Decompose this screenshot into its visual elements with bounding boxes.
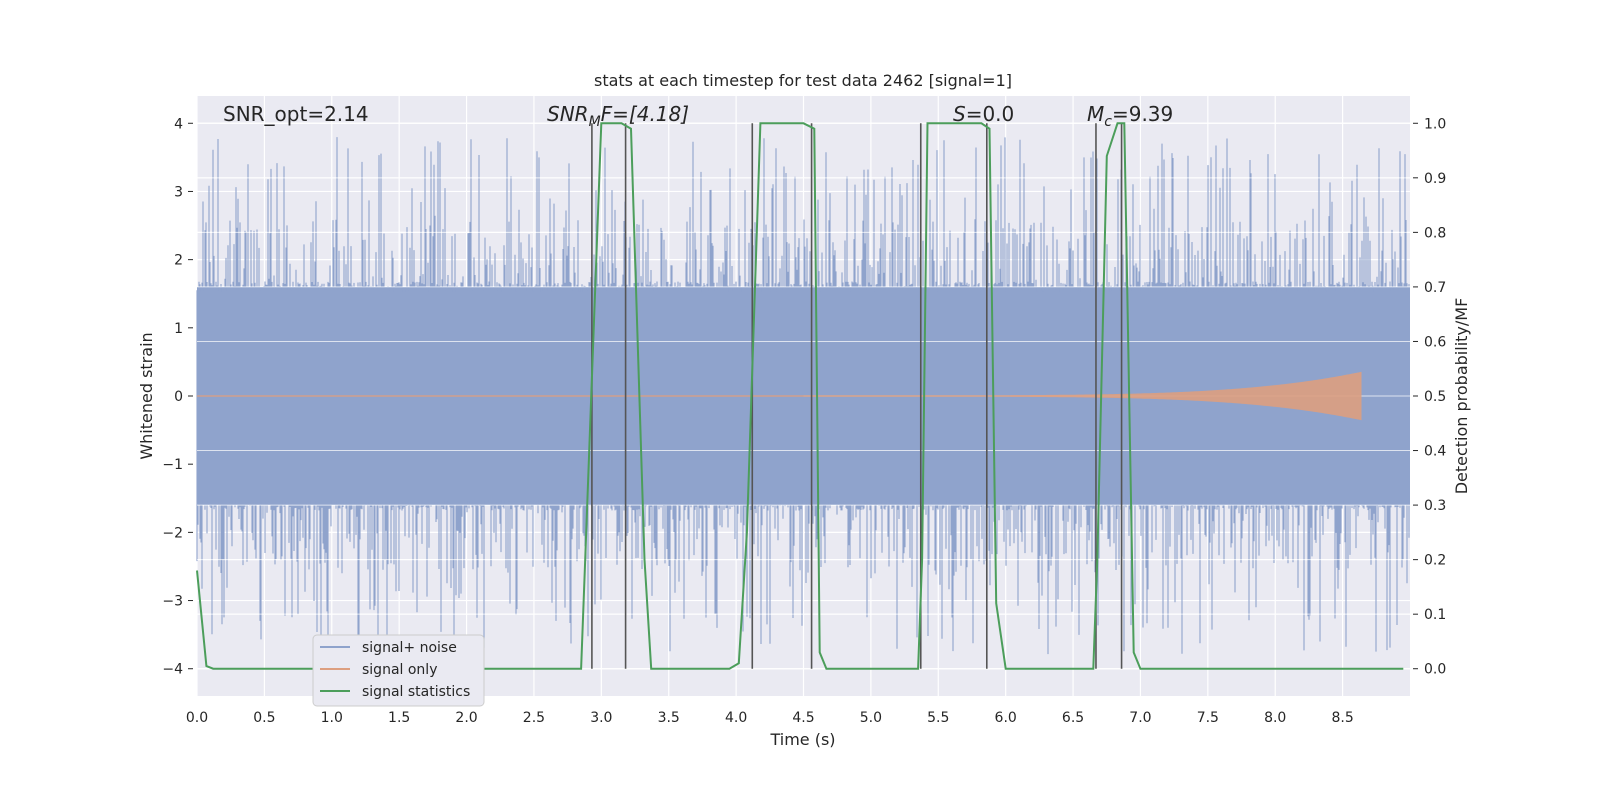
x-tick-label: 0.0	[186, 710, 208, 726]
tick-labels: 0.0 0.5 1.0 1.5 2.0 2.5 3.0 3.5 4.0 4.5 5.0 5.5 6.0 6…	[162, 116, 1446, 726]
y-tick-label: −4	[162, 662, 183, 678]
series-signal-statistics	[196, 122, 1404, 670]
y-tick-label: −3	[162, 594, 183, 610]
y2-tick-label: 0.9	[1424, 171, 1446, 187]
x-tick-label: 8.0	[1264, 710, 1286, 726]
y2-tick-label: 0.7	[1424, 280, 1446, 296]
y2-tick-label: 0.3	[1424, 498, 1446, 514]
x-tick-label: 4.5	[792, 710, 814, 726]
legend-label-statistics: signal statistics	[362, 684, 470, 700]
x-tick-label: 0.5	[253, 710, 275, 726]
legend-box	[312, 634, 485, 707]
annotation-snr-mf: SNRMF=[4.18]	[547, 102, 689, 130]
chart-title: stats at each timestep for test data 246…	[594, 71, 1012, 90]
y2-tick-label: 0.5	[1424, 389, 1446, 405]
x-tick-label: 5.0	[860, 710, 882, 726]
y-tick-label: 0	[174, 389, 183, 405]
x-tick-label: 4.0	[725, 710, 747, 726]
y-tick-label: 2	[174, 253, 183, 269]
series-signal-only	[803, 371, 1362, 421]
legend-label-signal: signal only	[362, 662, 437, 678]
y-tick-label: 1	[174, 321, 183, 337]
y2-tick-label: 0.0	[1424, 662, 1446, 678]
annotation-mc: Mc=9.39	[1087, 102, 1173, 130]
x-axis-label: Time (s)	[769, 730, 835, 749]
y2-axis-label: Detection probability/MF	[1452, 298, 1471, 495]
x-tick-label: 5.5	[927, 710, 949, 726]
annotation-s: S=0.0	[953, 102, 1014, 126]
plot-layer	[196, 122, 1410, 670]
legend-label-noise: signal+ noise	[362, 640, 457, 656]
y-tick-label: −2	[162, 525, 183, 541]
y2-tick-label: 0.4	[1424, 444, 1446, 460]
y2-tick-label: 1.0	[1424, 116, 1446, 132]
y2-tick-label: 0.1	[1424, 607, 1446, 623]
y-tick-label: −1	[162, 457, 183, 473]
x-tick-label: 2.0	[455, 710, 477, 726]
legend: signal+ noise signal only signal statist…	[312, 634, 485, 707]
x-tick-label: 8.5	[1331, 710, 1353, 726]
y2-tick-label: 0.8	[1424, 225, 1446, 241]
y-tick-label: 3	[174, 184, 183, 200]
x-tick-label: 7.5	[1197, 710, 1219, 726]
x-tick-label: 3.5	[658, 710, 680, 726]
x-tick-label: 1.0	[321, 710, 343, 726]
x-tick-label: 1.5	[388, 710, 410, 726]
x-tick-label: 2.5	[523, 710, 545, 726]
annotation-snr-opt: SNR_opt=2.14	[223, 102, 369, 126]
x-tick-label: 7.0	[1129, 710, 1151, 726]
y-axis-label: Whitened strain	[137, 332, 156, 459]
x-tick-label: 3.0	[590, 710, 612, 726]
y2-tick-label: 0.6	[1424, 334, 1446, 350]
y-tick-label: 4	[174, 116, 183, 132]
x-tick-label: 6.5	[1062, 710, 1084, 726]
series-signal-noise	[196, 137, 1410, 655]
y2-tick-label: 0.2	[1424, 553, 1446, 569]
x-tick-label: 6.0	[995, 710, 1017, 726]
